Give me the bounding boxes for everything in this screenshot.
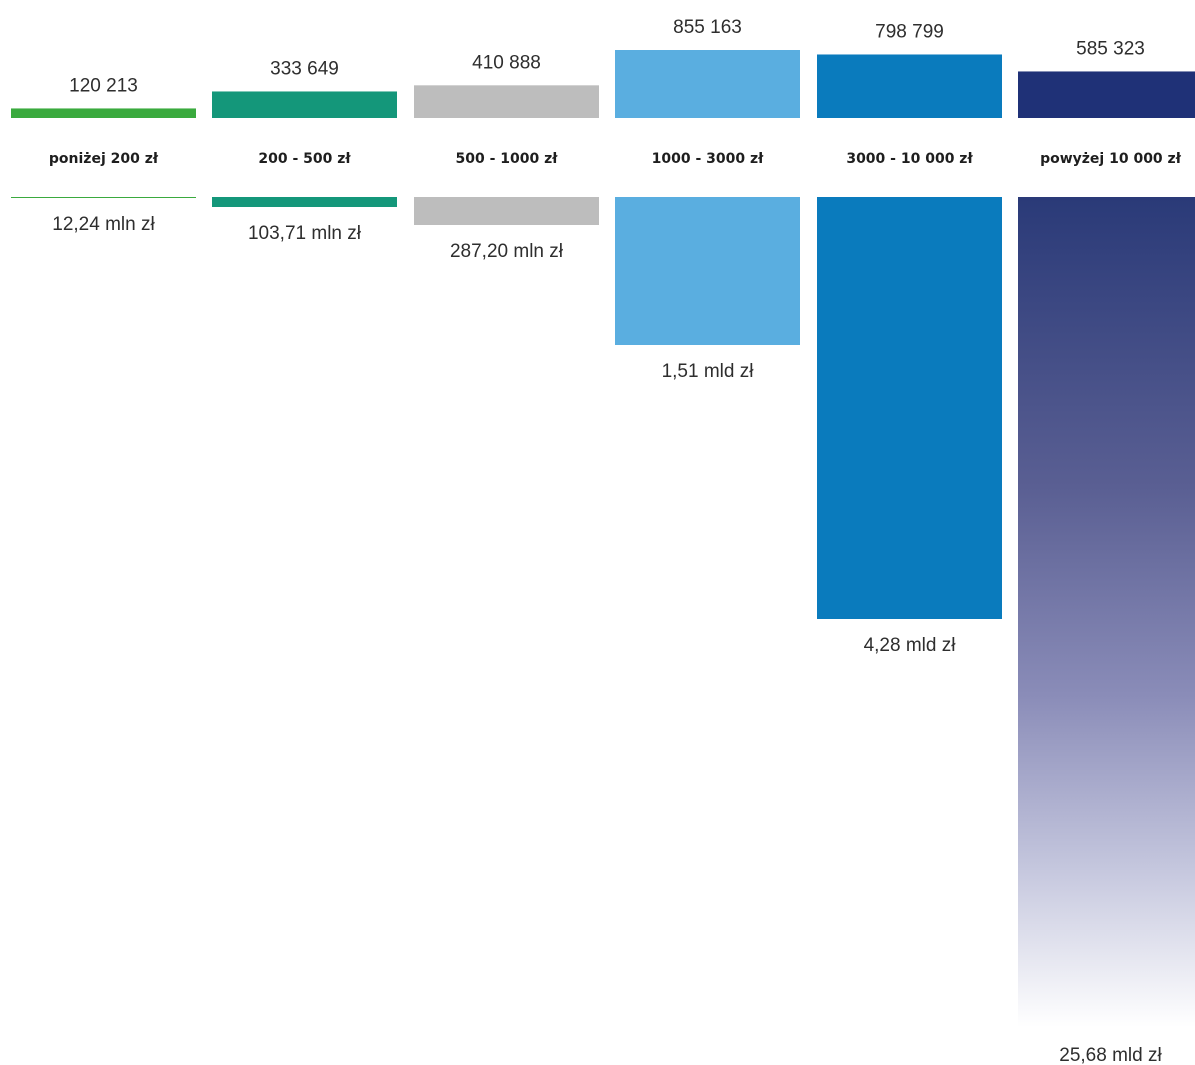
amount-bar	[212, 197, 397, 207]
count-bar	[817, 54, 1002, 118]
category-label: 1000 - 3000 zł	[652, 151, 765, 167]
amount-bar	[11, 197, 196, 198]
amount-data-label: 287,20 mln zł	[450, 241, 564, 262]
amount-bar	[1018, 197, 1195, 1027]
amount-bar	[817, 197, 1002, 619]
count-bar	[11, 108, 196, 118]
amount-data-label: 25,68 mld zł	[1059, 1045, 1162, 1065]
amount-data-label: 4,28 mld zł	[864, 635, 957, 656]
category-label: 200 - 500 zł	[258, 151, 351, 167]
count-bar	[212, 91, 397, 118]
count-data-label: 798 799	[875, 21, 944, 42]
amount-data-label: 1,51 mld zł	[662, 361, 755, 382]
category-label: poniżej 200 zł	[49, 151, 159, 167]
count-data-label: 855 163	[673, 17, 742, 38]
count-data-label: 410 888	[472, 52, 541, 73]
category-label: powyżej 10 000 zł	[1040, 151, 1182, 167]
amount-data-label: 103,71 mln zł	[248, 223, 362, 244]
count-data-label: 585 323	[1076, 38, 1145, 59]
amount-data-label: 12,24 mln zł	[52, 214, 155, 235]
count-bar	[414, 85, 599, 118]
count-data-label: 333 649	[270, 58, 339, 79]
amount-bar	[615, 197, 800, 345]
amount-bar	[414, 197, 599, 225]
count-data-label: 120 213	[69, 75, 138, 96]
category-label: 3000 - 10 000 zł	[846, 151, 973, 167]
count-bar	[1018, 71, 1195, 118]
category-label: 500 - 1000 zł	[456, 151, 559, 167]
count-bar	[615, 50, 800, 118]
